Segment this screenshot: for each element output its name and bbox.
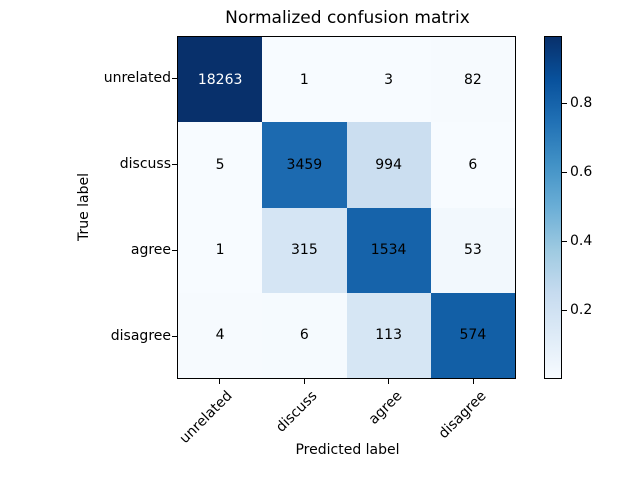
heatmap-cell: 5 — [178, 122, 263, 208]
y-tick-label: discuss — [119, 156, 171, 173]
colorbar-tick-label: 0.8 — [570, 94, 593, 111]
y-tick-label: unrelated — [103, 70, 171, 87]
y-tick-label: agree — [130, 241, 171, 258]
colorbar-tick-label: 0.2 — [570, 301, 593, 318]
heatmap-cell: 1534 — [346, 207, 431, 293]
x-tick-label: agree — [365, 388, 406, 428]
heatmap-cell: 315 — [262, 207, 347, 293]
colorbar-tick-label: 0.4 — [570, 232, 593, 249]
heatmap-cell: 53 — [430, 207, 515, 293]
heatmap-cell: 4 — [178, 292, 263, 378]
y-axis-label: True label — [76, 172, 92, 242]
heatmap-cell: 82 — [430, 37, 515, 123]
heatmap-cell: 574 — [430, 292, 515, 378]
x-axis-label: Predicted label — [295, 442, 400, 458]
x-tick-mark — [303, 379, 305, 384]
y-tick-mark — [172, 78, 177, 80]
colorbar-tick-mark — [562, 240, 567, 242]
x-tick-mark — [473, 379, 475, 384]
x-tick-label: disagree — [436, 388, 490, 442]
heatmap-cell: 994 — [346, 122, 431, 208]
x-tick-label: unrelated — [176, 388, 236, 447]
x-tick-mark — [218, 379, 220, 384]
heatmap-plot-area: 18263 1 3 82 5 3459 994 6 1 315 1534 53 4 6 113 574 — [177, 36, 516, 379]
colorbar-tick-mark — [562, 171, 567, 173]
y-tick-mark — [172, 249, 177, 251]
y-tick-mark — [172, 335, 177, 337]
colorbar — [544, 36, 562, 379]
heatmap-cell: 3 — [346, 37, 431, 123]
heatmap-cell: 3459 — [262, 122, 347, 208]
x-tick-mark — [388, 379, 390, 384]
chart-title: Normalized confusion matrix — [225, 8, 470, 28]
heatmap-cell: 6 — [430, 122, 515, 208]
y-tick-mark — [172, 164, 177, 166]
heatmap-cell: 18263 — [178, 37, 263, 123]
colorbar-tick-label: 0.6 — [570, 163, 593, 180]
colorbar-tick-mark — [562, 102, 567, 104]
heatmap-cell: 113 — [346, 292, 431, 378]
heatmap-cell: 1 — [262, 37, 347, 123]
colorbar-tick-mark — [562, 309, 567, 311]
x-tick-label: discuss — [272, 388, 321, 436]
y-tick-label: disagree — [110, 327, 171, 344]
heatmap-cell: 1 — [178, 207, 263, 293]
heatmap-cell: 6 — [262, 292, 347, 378]
